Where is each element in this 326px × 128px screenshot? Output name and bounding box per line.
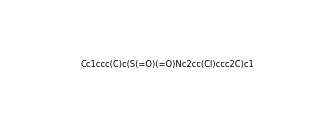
- Text: Cc1ccc(C)c(S(=O)(=O)Nc2cc(Cl)ccc2C)c1: Cc1ccc(C)c(S(=O)(=O)Nc2cc(Cl)ccc2C)c1: [80, 60, 254, 69]
